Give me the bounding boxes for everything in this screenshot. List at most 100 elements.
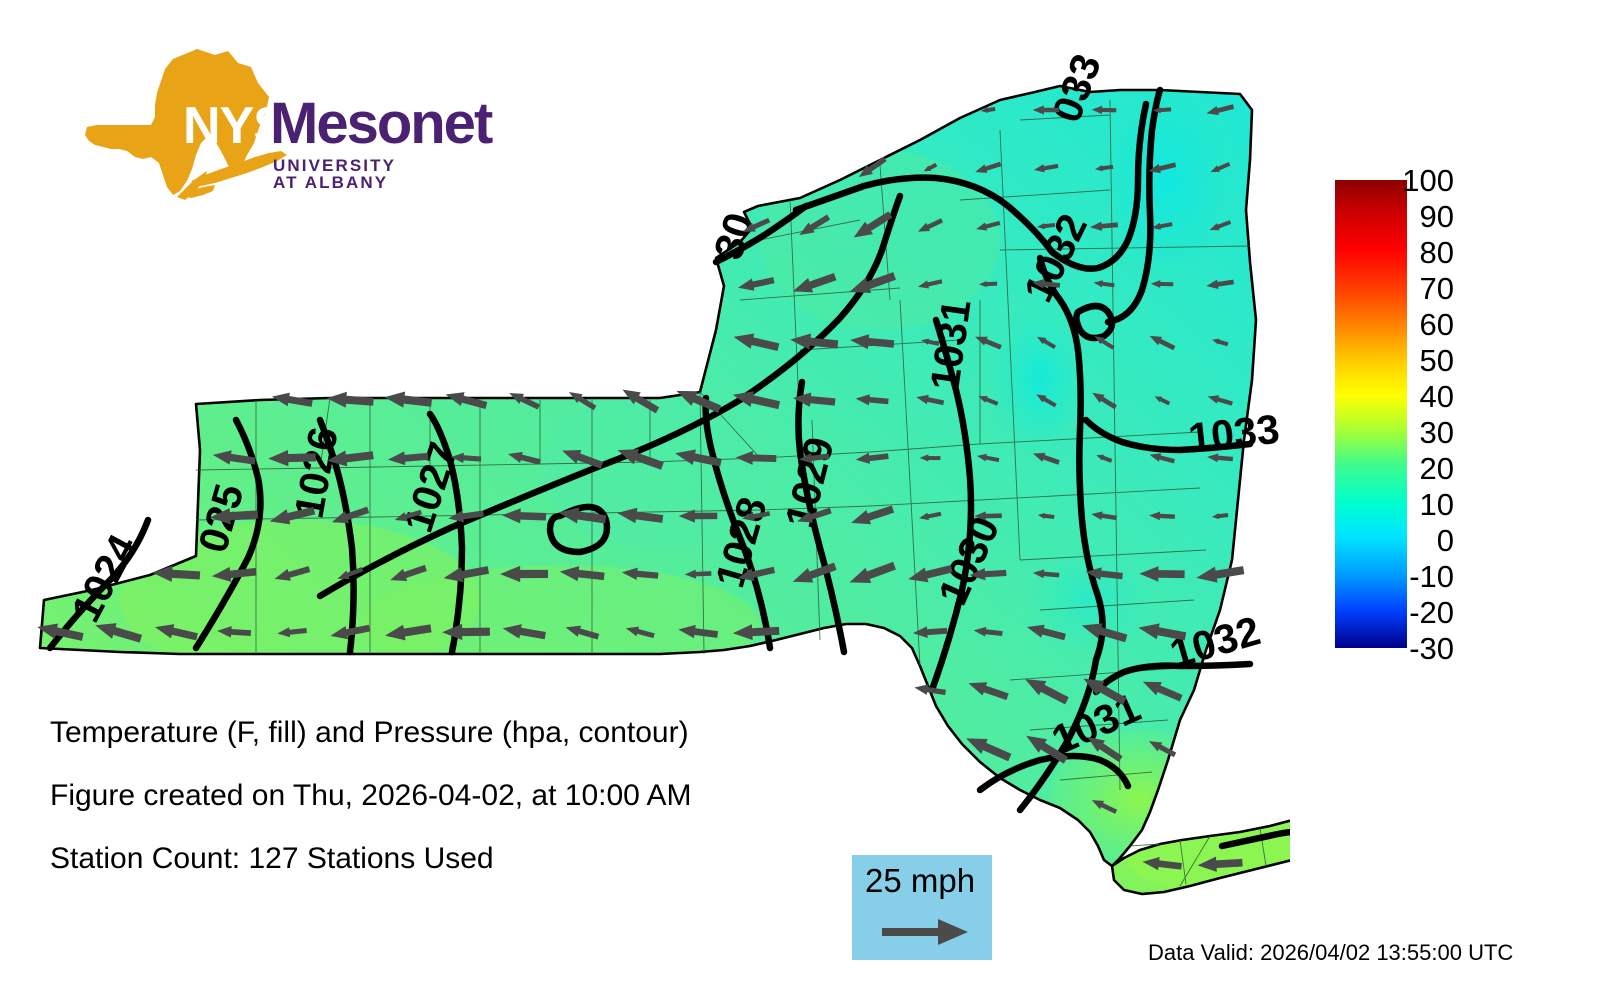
wind-arrow [210, 508, 259, 525]
wind-arrow [1207, 395, 1233, 406]
temperature-colorbar [1335, 180, 1407, 648]
wind-arrow [1091, 800, 1118, 814]
wind-arrow [568, 391, 597, 411]
caption-station-count: Station Count: 127 Stations Used [50, 842, 494, 875]
caption-created: Figure created on Thu, 2026-04-02, at 10… [50, 779, 692, 812]
wind-arrow [1026, 624, 1066, 641]
wind-arrow [1096, 454, 1113, 463]
wind-arrow [448, 510, 484, 523]
wind-arrow [217, 626, 252, 638]
wind-arrow [853, 211, 893, 238]
wind-arrow [385, 624, 432, 641]
wind-arrow [678, 624, 719, 639]
wind-arrow [1037, 336, 1057, 350]
wind-arrow [326, 391, 374, 408]
wind-arrow [1138, 623, 1187, 641]
wind-arrow [1036, 394, 1057, 408]
wind-arrow [277, 627, 307, 638]
wind-arrow [975, 161, 1002, 173]
wind-arrow [1206, 104, 1235, 116]
wind-arrow [268, 450, 316, 467]
wind-arrow [678, 509, 718, 523]
wind-arrow [738, 277, 775, 291]
wind-arrow [676, 390, 722, 413]
wind-arrow [384, 391, 433, 408]
wind-arrow [737, 566, 776, 581]
wind-arrow [914, 684, 946, 696]
wind-arrow [918, 279, 943, 289]
wind-arrow [445, 392, 488, 409]
wind-arrow [732, 624, 780, 641]
wind-arrow [858, 156, 887, 178]
wind-arrow [617, 449, 664, 470]
wind-arrow [919, 511, 942, 521]
colorbar-tick: 90 [1419, 199, 1454, 234]
wind-arrow [1149, 453, 1175, 464]
wind-arrow [1196, 566, 1245, 583]
wind-arrow [1032, 279, 1061, 289]
wind-arrow [1148, 741, 1177, 758]
wind-arrow [968, 682, 1009, 701]
wind-arrow [1081, 623, 1128, 643]
wind-arrow [1091, 105, 1117, 115]
wind-arrow [212, 450, 256, 465]
wind-arrow [1032, 105, 1060, 115]
colorbar-tick: -10 [1409, 559, 1454, 594]
wind-arrow [95, 623, 143, 643]
wind-arrow [1152, 107, 1172, 114]
wind-arrow [443, 566, 490, 583]
wind-arrow [450, 452, 482, 463]
wind-arrow [916, 394, 945, 406]
wind-arrow [155, 624, 198, 641]
wind-arrow [908, 565, 953, 583]
wind-arrow [975, 336, 1002, 350]
logo-nys-text: NYS [183, 97, 288, 155]
new-york-state-map: 1024 025 1026 1027 1028 1029 30 1030 103… [37, 48, 1290, 896]
wind-arrow [969, 567, 1007, 581]
wind-arrow [684, 569, 712, 579]
wind-arrow [850, 334, 895, 350]
wind-arrow [271, 392, 313, 407]
wind-arrow [735, 451, 777, 465]
map-panel: 1024 025 1026 1027 1028 1029 30 1030 103… [37, 48, 1290, 896]
colorbar-tick: 100 [1402, 163, 1454, 198]
wind-arrow-icon [882, 919, 968, 945]
wind-arrow [976, 453, 1000, 463]
colorbar-tick: 40 [1419, 379, 1454, 414]
wind-arrow [792, 273, 837, 293]
wind-arrow [790, 333, 839, 350]
wind-arrow [978, 396, 999, 406]
wind-arrow [1025, 679, 1069, 705]
wind-arrow [1037, 512, 1055, 519]
wind-arrow [1087, 736, 1123, 762]
wind-arrow [742, 217, 771, 232]
logo-subtitle-text: UNIVERSITY AT ALBANY [273, 156, 396, 192]
colorbar-tick: 30 [1419, 415, 1454, 450]
wind-arrow [849, 561, 896, 583]
colorbar-tick-labels: 100 90 80 70 60 50 40 30 20 10 0 -10 -20 -30 [1402, 163, 1540, 673]
wind-arrow [37, 623, 84, 641]
wind-arrow [621, 567, 659, 580]
colorbar-tick: -20 [1409, 595, 1454, 630]
wind-arrow [625, 626, 655, 639]
wind-arrow [502, 624, 546, 640]
wind-arrow [792, 392, 836, 407]
wind-arrow [919, 454, 941, 462]
wind-arrow [1151, 222, 1173, 230]
wind-arrow [1093, 280, 1115, 288]
wind-arrow [1090, 221, 1119, 231]
colorbar-tick: 60 [1419, 307, 1454, 342]
wind-vector-layer [37, 104, 1245, 872]
figure-caption: Temperature (F, fill) and Pressure (hpa,… [50, 718, 692, 907]
wind-arrow [1142, 856, 1182, 871]
wind-arrow [565, 625, 600, 640]
wind-arrow [500, 565, 549, 583]
wind-arrow [326, 450, 374, 467]
wind-arrow [390, 564, 427, 582]
wind-arrow [331, 506, 370, 524]
wind-arrow [1149, 335, 1176, 351]
wind-arrow [1211, 512, 1229, 520]
wind-arrow [1209, 220, 1232, 231]
wind-arrow [973, 626, 1003, 637]
wind-arrow [442, 623, 490, 641]
